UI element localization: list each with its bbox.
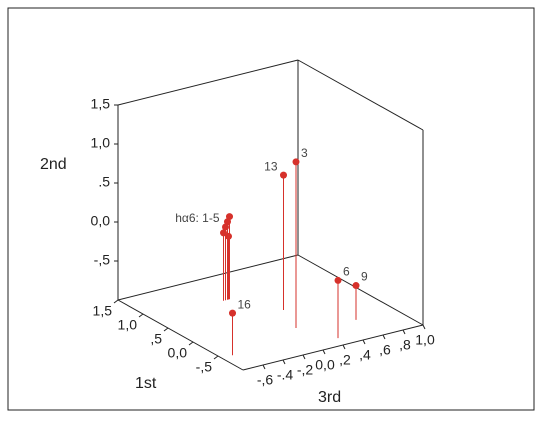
y-tick-label: 1,0 (91, 135, 111, 151)
x-tick (163, 327, 169, 332)
box-edge (297, 59, 424, 131)
y-tick-label: -,5 (94, 252, 111, 268)
point-label: hα6: 1-5 (175, 211, 220, 225)
z-axis-title: 3rd (318, 389, 341, 406)
box-edge (117, 254, 299, 301)
x-tick-label: 1,0 (118, 317, 138, 333)
point (334, 276, 342, 284)
point (292, 158, 300, 166)
z-tick-label: ,8 (399, 337, 411, 353)
z-tick (322, 349, 326, 355)
point-label: 13 (264, 159, 278, 173)
x-tick-label: -,5 (196, 359, 213, 375)
x-tick-label: 1,5 (93, 303, 113, 319)
z-tick (382, 334, 386, 340)
x-tick (213, 355, 219, 360)
point-label: 3 (301, 146, 308, 160)
z-tick (302, 354, 306, 360)
point (225, 232, 232, 240)
z-tick-label: 1,0 (415, 332, 435, 348)
x-axis-title: 1st (135, 375, 157, 392)
x-tick-label: ,5 (150, 331, 162, 347)
y-tick-label: .5 (98, 174, 110, 190)
z-tick-label: ,4 (359, 347, 371, 363)
x-tick (188, 341, 194, 346)
point (222, 223, 229, 231)
z-tick (402, 329, 406, 335)
point-label: 6 (343, 265, 350, 279)
z-tick-label: ,2 (339, 352, 351, 368)
z-tick (422, 324, 426, 330)
x-tick (138, 313, 144, 318)
y-tick-label: 0,0 (91, 213, 111, 229)
box-edge (242, 324, 424, 371)
point-label: 16 (238, 297, 252, 311)
x-tick (113, 299, 119, 304)
z-tick-label: 0,0 (315, 357, 335, 373)
point-label: 9 (361, 270, 368, 284)
z-tick-label: -.4 (277, 367, 294, 383)
point (352, 282, 360, 290)
box-edge (297, 254, 424, 326)
z-tick (282, 359, 286, 365)
z-tick (362, 339, 366, 345)
point (220, 229, 227, 237)
z-tick-label: -,6 (257, 372, 274, 388)
point (229, 309, 236, 317)
box-edge (117, 299, 244, 371)
z-tick (342, 344, 346, 350)
frame (7, 7, 535, 411)
y-tick-label: 1,5 (91, 96, 111, 112)
z-tick-label: -,2 (297, 362, 314, 378)
z-tick-label: ,6 (379, 342, 391, 358)
z-tick (262, 364, 266, 370)
box-edge (117, 59, 299, 106)
y-axis-title: 2nd (40, 156, 67, 173)
x-tick-label: 0,0 (168, 345, 188, 361)
point (280, 171, 287, 179)
